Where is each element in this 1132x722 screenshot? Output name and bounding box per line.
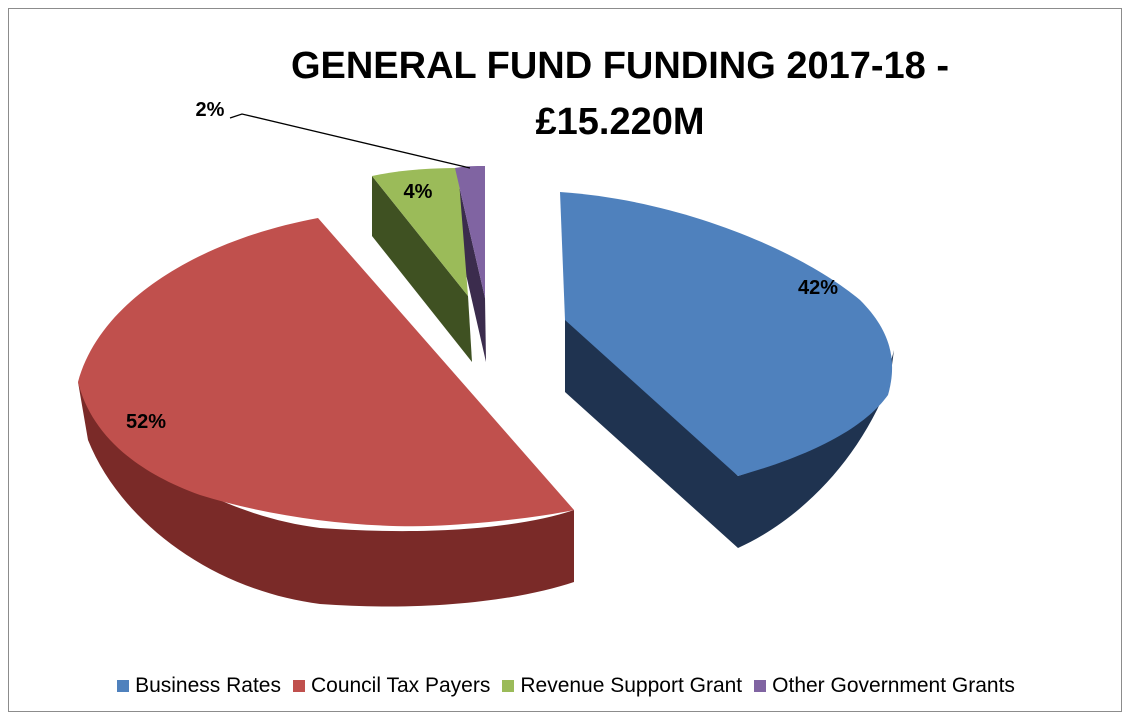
legend-item-other-government-grants: Other Government Grants <box>754 674 1015 698</box>
legend-label-other-government-grants: Other Government Grants <box>772 674 1015 697</box>
legend-swatch-council-tax-payers <box>292 680 305 692</box>
chart-legend: Business Rates Council Tax Payers Revenu… <box>0 674 1132 698</box>
chart-title-line-1: GENERAL FUND FUNDING 2017-18 - <box>290 45 950 87</box>
slice-council-tax-payers <box>78 218 574 527</box>
slice-side-revenue-support-grant <box>372 176 472 362</box>
slice-side-council-tax-payers <box>78 382 574 607</box>
legend-label-revenue-support-grant: Revenue Support Grant <box>520 674 743 697</box>
legend-swatch-business-rates <box>117 680 130 692</box>
slice-side-other-government-grants <box>455 168 486 362</box>
legend-swatch-revenue-support-grant <box>502 680 515 692</box>
legend-swatch-other-government-grants <box>754 680 767 692</box>
slice-other-government-grants <box>455 166 485 298</box>
data-label-business-rates: 42% <box>798 277 838 299</box>
chart-title-line-2: £15.220M <box>535 101 705 143</box>
slice-side-business-rates <box>565 300 894 548</box>
legend-item-revenue-support-grant: Revenue Support Grant <box>502 674 742 698</box>
legend-item-business-rates: Business Rates <box>117 674 281 698</box>
data-label-other-government-grants: 2% <box>196 99 225 121</box>
slice-revenue-support-grant <box>372 168 468 296</box>
chart-title: GENERAL FUND FUNDING 2017-18 - £15.220M <box>200 38 1040 150</box>
legend-label-business-rates: Business Rates <box>135 674 281 697</box>
legend-label-council-tax-payers: Council Tax Payers <box>310 674 491 697</box>
legend-item-council-tax-payers: Council Tax Payers <box>292 674 491 698</box>
leader-line <box>229 113 471 169</box>
data-label-council-tax-payers: 52% <box>126 411 166 433</box>
data-label-revenue-support-grant: 4% <box>404 181 433 203</box>
slice-business-rates <box>560 192 893 476</box>
